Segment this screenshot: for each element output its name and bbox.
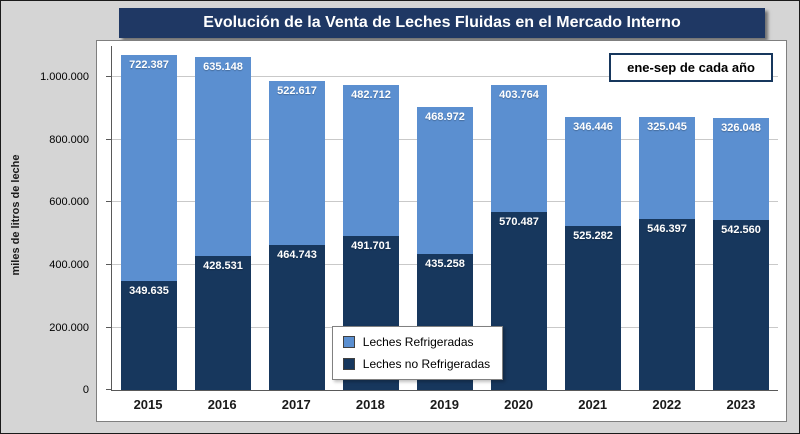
- segment-refrigeradas-2023: 326.048: [713, 118, 769, 221]
- segment-refrigeradas-2022: 325.045: [639, 117, 695, 220]
- x-label-2019: 2019: [430, 397, 459, 412]
- bar-2022: 325.045 546.397: [639, 117, 695, 390]
- segment-refrigeradas-2018: 482.712: [343, 85, 399, 237]
- segment-refrigeradas-2021: 346.446: [565, 117, 621, 226]
- x-label-2018: 2018: [355, 397, 385, 412]
- value-label: 325.045: [647, 121, 687, 134]
- legend-label: Leches Refrigeradas: [362, 335, 474, 349]
- value-label: 464.743: [277, 248, 317, 261]
- y-tickmark: [106, 201, 112, 203]
- segment-no-refrigeradas-2017: 464.743: [269, 244, 325, 390]
- segment-no-refrigeradas-2022: 546.397: [639, 219, 695, 390]
- value-label: 468.972: [425, 111, 465, 124]
- y-tick-label-600.000: 600.000: [49, 196, 89, 209]
- x-label-2016: 2016: [207, 397, 237, 412]
- bar-2015: 722.387 349.635: [121, 54, 177, 390]
- legend-item: Leches no Refrigeradas: [342, 357, 491, 371]
- segment-refrigeradas-2020: 403.764: [491, 85, 547, 212]
- value-label: 722.387: [129, 58, 169, 71]
- bars-container: 722.387 349.635 635.148 428.531 522.617 464.7…: [112, 46, 778, 390]
- segment-refrigeradas-2015: 722.387: [121, 54, 177, 281]
- value-label: 403.764: [499, 89, 539, 102]
- value-label: 428.531: [203, 260, 243, 272]
- value-label: 546.397: [647, 223, 687, 236]
- gridline-1.000.000: [112, 76, 778, 78]
- bar-2017: 522.617 464.743: [269, 81, 325, 390]
- x-label-2017: 2017: [281, 397, 311, 412]
- y-tick-label-200.000: 200.000: [49, 321, 89, 334]
- bar-2023: 326.048 542.560: [713, 118, 769, 390]
- x-label-2023: 2023: [726, 397, 756, 412]
- segment-no-refrigeradas-2016: 428.531: [195, 256, 251, 390]
- y-tick-label-1.000.000: 1.000.000: [40, 71, 89, 84]
- value-label: 570.487: [499, 215, 539, 228]
- chart-title: Evolución de la Venta de Leches Fluidas …: [119, 8, 765, 38]
- segment-no-refrigeradas-2015: 349.635: [121, 280, 177, 390]
- legend-swatch-icon: [342, 358, 355, 370]
- value-label: 522.617: [277, 85, 317, 98]
- value-label: 542.560: [721, 224, 761, 237]
- x-label-2020: 2020: [504, 397, 534, 412]
- segment-refrigeradas-2017: 522.617: [269, 81, 325, 245]
- x-label-2022: 2022: [652, 397, 682, 412]
- bar-2020: 403.764 570.487: [491, 85, 547, 390]
- y-tickmark: [106, 76, 112, 78]
- segment-no-refrigeradas-2021: 525.282: [565, 225, 621, 390]
- x-label-2021: 2021: [578, 397, 608, 412]
- value-label: 349.635: [129, 284, 169, 297]
- x-label-2015: 2015: [133, 397, 163, 412]
- y-tick-label-0: 0: [82, 384, 89, 396]
- segment-refrigeradas-2019: 468.972: [417, 107, 473, 254]
- segment-refrigeradas-2016: 635.148: [195, 57, 251, 256]
- y-axis-title: miles de litros de leche: [10, 154, 22, 276]
- y-tickmark: [106, 138, 112, 140]
- x-axis-labels: 2015 2016 2017 2018 2019 2020 2021 2022 2023: [111, 397, 778, 412]
- legend-swatch-icon: [342, 336, 355, 348]
- legend-item: Leches Refrigeradas: [342, 335, 490, 349]
- value-label: 326.048: [721, 122, 761, 135]
- segment-no-refrigeradas-2023: 542.560: [713, 220, 769, 390]
- chart-panel: 722.387 349.635 635.148 428.531 522.617 464.7…: [96, 40, 787, 422]
- annotation-box: ene-sep de cada año: [609, 53, 773, 82]
- value-label: 491.701: [351, 240, 391, 253]
- bar-2021: 346.446 525.282: [565, 117, 621, 390]
- plot-area: 722.387 349.635 635.148 428.531 522.617 464.7…: [106, 46, 778, 391]
- legend-label: Leches no Refrigeradas: [362, 357, 491, 371]
- value-label: 525.282: [573, 229, 613, 242]
- legend: Leches Refrigeradas Leches no Refrigerada…: [331, 326, 504, 380]
- value-label: 635.148: [203, 61, 243, 74]
- value-label: 346.446: [573, 121, 613, 134]
- value-label: 435.258: [425, 257, 465, 270]
- y-tick-label-400.000: 400.000: [49, 258, 89, 271]
- y-tick-label-800.000: 800.000: [49, 133, 89, 146]
- y-tickmark: [106, 263, 112, 265]
- y-tickmark: [106, 389, 112, 390]
- bar-2016: 635.148 428.531: [195, 57, 251, 390]
- y-tickmark: [106, 326, 112, 328]
- value-label: 482.712: [351, 89, 391, 102]
